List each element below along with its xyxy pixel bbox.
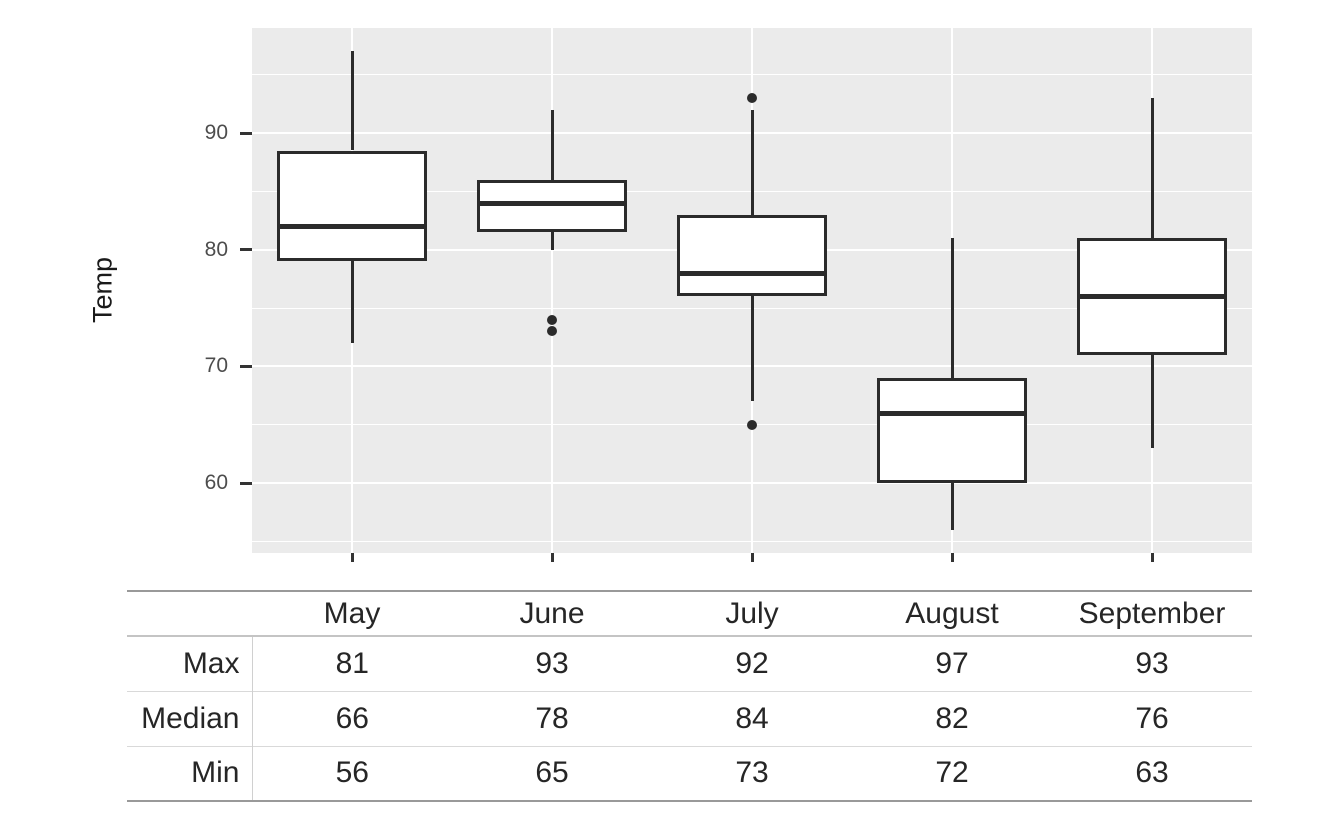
table-cell: 73 xyxy=(735,756,769,790)
y-tick-label: 80 xyxy=(204,237,228,261)
whisker-upper xyxy=(750,109,754,215)
whisker-upper xyxy=(1150,98,1154,238)
outlier-dot xyxy=(747,419,757,430)
box-may-slot xyxy=(277,150,427,262)
x-axis-tick xyxy=(1150,553,1154,562)
y-tick-label: 90 xyxy=(204,121,228,144)
box-june-slot xyxy=(477,179,627,233)
x-axis-tick xyxy=(350,553,354,562)
table-cell: 97 xyxy=(935,646,969,680)
row-label: Median xyxy=(127,691,253,746)
table-cell: 82 xyxy=(935,701,969,735)
table-cell: 84 xyxy=(735,701,769,735)
corner-cell xyxy=(127,591,252,636)
whisker-lower xyxy=(950,483,954,530)
y-axis-tick xyxy=(240,364,252,368)
table-header-row: May June July August September xyxy=(127,591,1252,636)
plot-panel xyxy=(252,28,1252,553)
column-header-july: July xyxy=(725,596,779,630)
x-axis-tick xyxy=(750,553,754,562)
whisker-upper xyxy=(550,109,554,180)
y-tick-label: 60 xyxy=(204,471,228,494)
outlier-dot xyxy=(747,93,757,103)
table-cell: 93 xyxy=(1135,646,1169,680)
row-label: Min xyxy=(127,746,253,801)
table-cell: 63 xyxy=(1135,756,1169,790)
table-cell: 81 xyxy=(335,646,369,680)
median-line xyxy=(680,270,824,276)
table-row-max: Max 81 93 92 97 93 xyxy=(127,636,1252,691)
outlier-dot xyxy=(547,314,557,325)
median-line xyxy=(480,200,624,206)
summary-table: May June July August September Max 81 93 92 97 93… xyxy=(127,590,1252,802)
table-cell: 76 xyxy=(1135,701,1169,735)
table-cell: 72 xyxy=(935,756,969,790)
box-august-slot xyxy=(877,378,1027,483)
y-axis-tick xyxy=(240,248,252,252)
x-axis-tick xyxy=(550,553,554,562)
y-axis-title: Temp xyxy=(87,256,118,324)
whisker-lower xyxy=(550,232,554,250)
x-axis-tick xyxy=(950,553,954,562)
table-row-median: Median 66 78 84 82 76 xyxy=(127,691,1252,746)
whisker-lower xyxy=(350,261,354,343)
whisker-upper xyxy=(350,51,354,151)
table-cell: 93 xyxy=(535,646,569,680)
table-cell: 65 xyxy=(535,756,569,790)
table-cell: 66 xyxy=(335,701,369,735)
box-july-slot xyxy=(677,214,827,297)
whisker-lower xyxy=(1150,354,1154,448)
table-cell: 78 xyxy=(535,701,569,735)
median-line xyxy=(880,410,1024,416)
column-header-june: June xyxy=(519,596,585,630)
column-header-september: September xyxy=(1078,596,1226,630)
y-axis-tick xyxy=(240,481,252,485)
column-header-may: May xyxy=(323,596,381,630)
y-tick-label: 70 xyxy=(204,354,228,378)
y-axis-tick xyxy=(240,131,252,135)
whisker-upper xyxy=(950,238,954,378)
whisker-lower xyxy=(750,296,754,402)
table-cell: 92 xyxy=(735,646,769,680)
outlier-dot xyxy=(547,326,557,337)
table-row-min: Min 56 65 73 72 63 xyxy=(127,746,1252,801)
column-header-august: August xyxy=(905,596,999,630)
row-label: Max xyxy=(127,636,253,691)
median-line xyxy=(1080,293,1224,299)
median-line xyxy=(280,223,424,229)
table-cell: 56 xyxy=(335,756,369,790)
x-gridline-major xyxy=(551,28,553,553)
